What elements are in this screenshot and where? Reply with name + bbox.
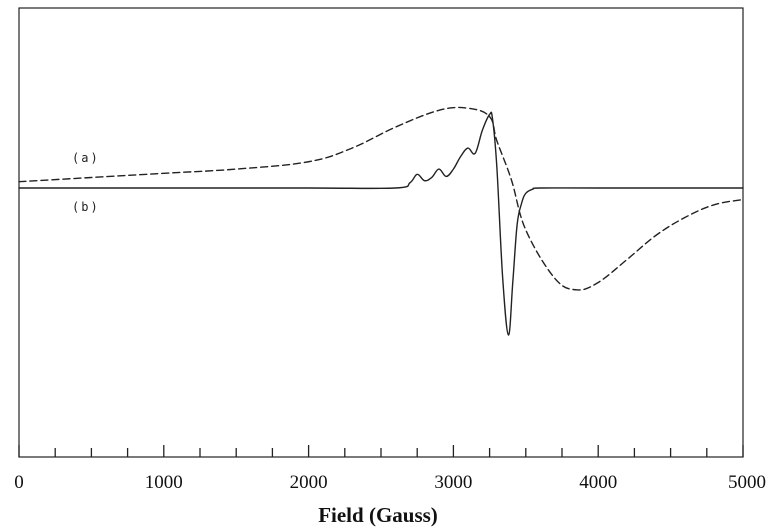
x-tick-label: 4000 (579, 472, 617, 493)
x-tick-label: 0 (14, 472, 24, 493)
x-axis-tick-labels: 0 1000 2000 3000 4000 5000 (14, 472, 766, 493)
series-layer (18, 106, 744, 336)
x-axis-ticks (18, 445, 744, 457)
series-label-b: (b) (72, 200, 100, 214)
x-tick-label: 2000 (290, 472, 328, 493)
x-tick-label: 3000 (434, 472, 472, 493)
series-line-a (18, 106, 744, 291)
x-tick-label: 1000 (145, 472, 183, 493)
x-tick-label: 5000 (728, 472, 766, 493)
series-line-b (18, 111, 744, 336)
series-label-a: (a) (72, 151, 100, 165)
plot-frame (18, 7, 744, 458)
x-axis-title: Field (Gauss) (318, 503, 438, 527)
